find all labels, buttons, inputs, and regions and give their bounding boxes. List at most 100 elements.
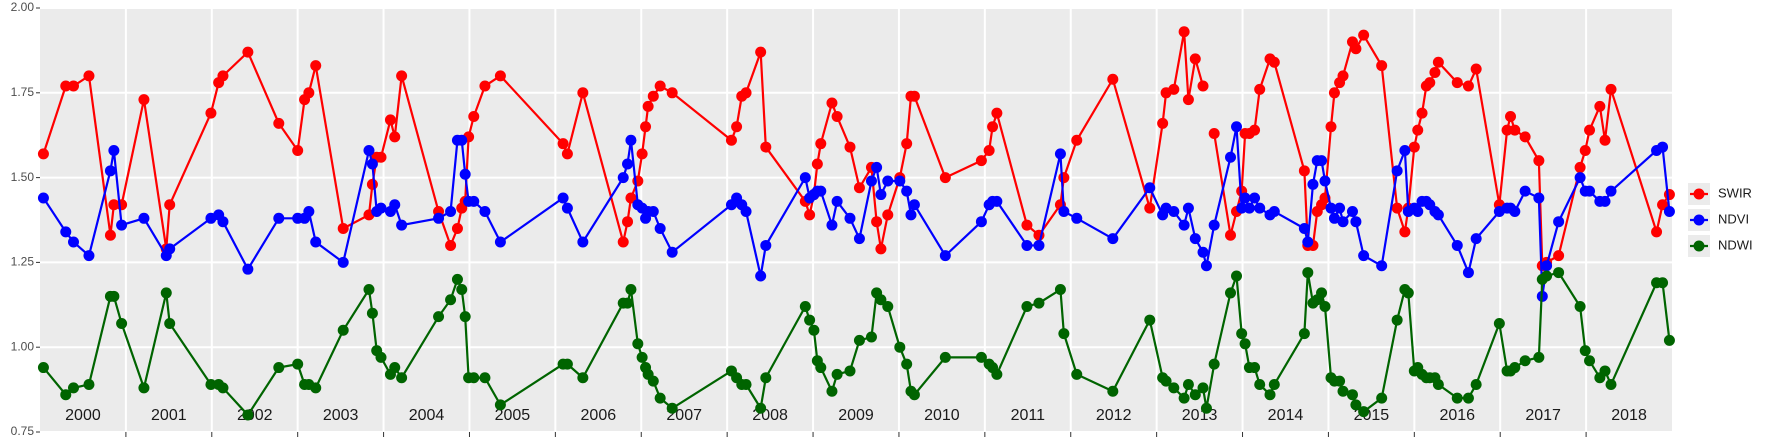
- x-tick-label: 2006: [581, 407, 617, 424]
- data-point: [853, 182, 865, 194]
- data-point: [1358, 406, 1370, 418]
- data-point: [844, 141, 856, 153]
- data-point: [1599, 195, 1611, 207]
- data-point: [1584, 124, 1596, 136]
- data-point: [875, 294, 887, 306]
- data-point: [666, 87, 678, 99]
- data-point: [1231, 121, 1243, 133]
- data-point: [1225, 151, 1237, 163]
- data-point: [83, 379, 95, 391]
- data-point: [1144, 202, 1156, 214]
- data-point: [468, 372, 480, 384]
- data-point: [67, 236, 79, 248]
- data-point: [1663, 189, 1675, 201]
- data-point: [242, 263, 254, 275]
- data-point: [375, 351, 387, 363]
- data-point: [654, 80, 666, 92]
- data-point: [1432, 209, 1444, 221]
- data-point: [1358, 29, 1370, 41]
- data-point: [1657, 277, 1669, 289]
- data-point: [1249, 124, 1261, 136]
- data-point: [632, 338, 644, 350]
- data-point: [83, 70, 95, 82]
- data-point: [1462, 80, 1474, 92]
- data-point: [1599, 365, 1611, 377]
- x-tick-label: 2016: [1439, 407, 1475, 424]
- data-point: [433, 212, 445, 224]
- plot-panel: [40, 8, 1672, 432]
- data-point: [1509, 124, 1521, 136]
- data-point: [908, 90, 920, 102]
- data-point: [1399, 226, 1411, 238]
- x-tick-label: 2001: [151, 407, 187, 424]
- data-point: [622, 158, 634, 170]
- data-point: [939, 351, 951, 363]
- data-point: [975, 351, 987, 363]
- data-point: [1197, 382, 1209, 394]
- data-point: [108, 144, 120, 156]
- data-point: [1505, 111, 1517, 123]
- data-point: [1337, 70, 1349, 82]
- data-point: [1553, 250, 1565, 262]
- data-point: [1316, 287, 1328, 299]
- data-point: [366, 307, 378, 319]
- data-point: [731, 121, 743, 133]
- legend-marker: [1693, 188, 1705, 200]
- data-point: [1584, 355, 1596, 367]
- data-point: [375, 151, 387, 163]
- data-point: [617, 172, 629, 184]
- x-tick-label: 2003: [323, 407, 359, 424]
- data-point: [1239, 338, 1251, 350]
- data-point: [804, 314, 816, 326]
- data-point: [1334, 202, 1346, 214]
- data-point: [1302, 236, 1314, 248]
- data-point: [901, 185, 913, 197]
- data-point: [396, 70, 408, 82]
- data-point: [1350, 399, 1362, 411]
- data-point: [901, 358, 913, 370]
- data-point: [116, 219, 128, 231]
- data-point: [479, 206, 491, 218]
- data-point: [1470, 233, 1482, 245]
- data-point: [1574, 172, 1586, 184]
- data-point: [384, 114, 396, 126]
- data-point: [1208, 358, 1220, 370]
- data-point: [1412, 124, 1424, 136]
- data-point: [1605, 185, 1617, 197]
- data-point: [1553, 267, 1565, 279]
- data-point: [459, 168, 471, 180]
- data-point: [138, 94, 150, 106]
- data-point: [666, 246, 678, 258]
- data-point: [273, 117, 285, 129]
- data-point: [1208, 128, 1220, 140]
- data-point: [1451, 392, 1463, 404]
- data-point: [561, 358, 573, 370]
- data-point: [1424, 77, 1436, 89]
- data-point: [60, 389, 72, 401]
- data-point: [1182, 202, 1194, 214]
- data-point: [875, 189, 887, 201]
- data-point: [445, 294, 457, 306]
- data-point: [1071, 134, 1083, 146]
- data-point: [642, 100, 654, 112]
- data-point: [459, 311, 471, 323]
- data-point: [363, 144, 375, 156]
- data-point: [396, 372, 408, 384]
- data-point: [37, 192, 49, 204]
- legend-label: NDWI: [1718, 237, 1753, 252]
- data-point: [901, 138, 913, 150]
- data-point: [1663, 334, 1675, 346]
- data-point: [844, 365, 856, 377]
- data-point: [1328, 212, 1340, 224]
- x-tick-label: 2014: [1268, 407, 1304, 424]
- data-point: [1178, 219, 1190, 231]
- data-point: [1157, 117, 1169, 129]
- data-point: [217, 70, 229, 82]
- data-point: [1519, 355, 1531, 367]
- data-point: [433, 311, 445, 323]
- data-point: [1249, 192, 1261, 204]
- data-point: [939, 250, 951, 262]
- x-tick-label: 2012: [1096, 407, 1132, 424]
- data-point: [1144, 182, 1156, 194]
- data-point: [375, 202, 387, 214]
